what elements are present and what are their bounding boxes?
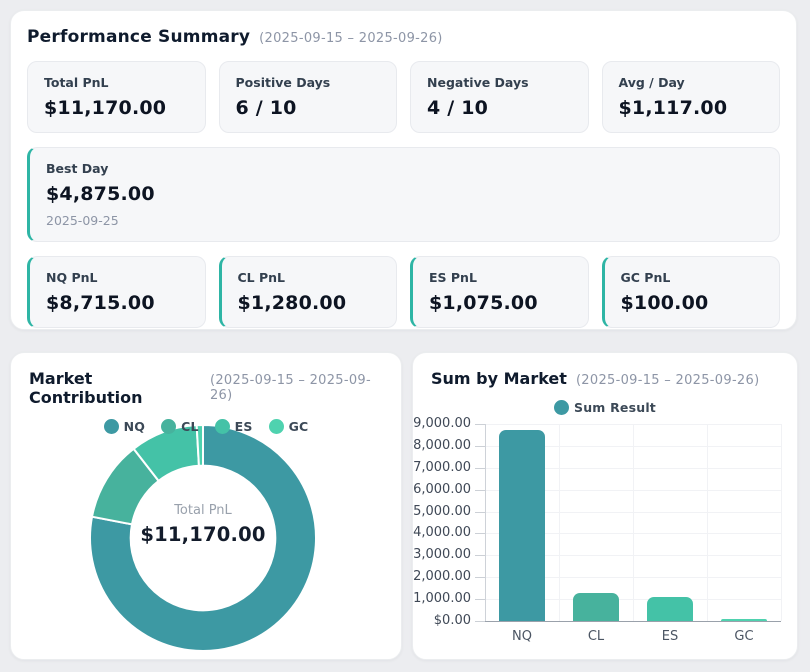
y-axis-line: [485, 424, 486, 621]
stat-tile-negative-days: Negative Days 4 / 10: [410, 61, 589, 133]
market-value: $1,280.00: [237, 292, 347, 314]
legend-item-sum-result[interactable]: Sum Result: [554, 400, 656, 415]
best-day-value: $4,875.00: [46, 183, 155, 205]
market-tile-gc: GC PnL $100.00: [601, 256, 780, 328]
bar-cl[interactable]: [573, 592, 619, 621]
market-value: $100.00: [620, 292, 709, 314]
legend-dot-icon: [214, 419, 230, 434]
market-value: $1,075.00: [429, 292, 538, 314]
section-title: Market Contribution: [29, 369, 143, 407]
x-tick-label: ES: [661, 629, 679, 644]
legend-label: NQ: [123, 419, 146, 434]
page-title: Performance Summary: [27, 27, 251, 47]
section-title: Sum by Market: [431, 369, 567, 388]
legend-dot-icon: [103, 419, 119, 434]
x-tick-label: NQ: [512, 629, 532, 644]
x-tick-label: CL: [587, 629, 605, 644]
category-split-line: [559, 424, 560, 621]
market-tile-cl: CL PnL $1,280.00: [218, 256, 397, 328]
market-tile-nq: NQ PnL $8,715.00: [27, 256, 206, 328]
stat-label: Positive Days: [235, 75, 331, 90]
y-tick-mark: [475, 533, 485, 535]
legend-dot-icon: [554, 400, 569, 415]
summary-stats-row: Total PnL $11,170.00 Positive Days 6 / 1…: [27, 61, 780, 133]
x-axis-line: [485, 621, 781, 622]
sum-by-market-header: Sum by Market (2025-09-15 – 2025-09-26): [413, 353, 797, 388]
stat-value: $1,117.00: [618, 97, 728, 119]
y-tick-label: $0.00: [433, 613, 471, 628]
market-contribution-card: Market Contribution (2025-09-15 – 2025-0…: [10, 352, 402, 660]
best-day-date: 2025-09-25: [46, 213, 119, 228]
stat-tile-positive-days: Positive Days 6 / 10: [218, 61, 397, 133]
date-range: (2025-09-15 – 2025-09-26): [259, 31, 443, 46]
y-tick-mark: [475, 467, 485, 469]
stat-label: Avg / Day: [618, 75, 685, 90]
legend-label: GC: [288, 419, 309, 434]
y-tick-mark: [475, 599, 485, 601]
y-tick-mark: [475, 621, 485, 622]
donut-legend: NQ CL ES GC: [11, 419, 401, 434]
date-range: (2025-09-15 – 2025-09-26): [575, 373, 760, 388]
y-tick-mark: [475, 445, 485, 447]
y-tick-label: $7,000.00: [413, 459, 471, 475]
y-tick-label: $1,000.00: [413, 591, 471, 607]
category-split-line: [633, 424, 634, 621]
best-day-label: Best Day: [46, 161, 109, 176]
category-split-line: [707, 424, 708, 621]
market-contribution-header: Market Contribution (2025-09-15 – 2025-0…: [11, 353, 401, 407]
stat-value: 4 / 10: [427, 97, 489, 119]
y-tick-label: $9,000.00: [413, 416, 471, 431]
y-tick-mark: [475, 489, 485, 491]
performance-summary-card: Performance Summary (2025-09-15 – 2025-0…: [10, 10, 797, 330]
stat-tile-total-pnl: Total PnL $11,170.00: [27, 61, 206, 133]
bar-nq[interactable]: [499, 430, 545, 621]
bar-legend: Sum Result: [413, 400, 797, 415]
stat-value: 6 / 10: [235, 97, 297, 119]
legend-label: ES: [234, 419, 253, 434]
legend-item-nq[interactable]: NQ: [103, 419, 146, 434]
bar-gc[interactable]: [721, 618, 767, 621]
y-tick-label: $5,000.00: [413, 503, 471, 519]
performance-summary-header: Performance Summary (2025-09-15 – 2025-0…: [27, 27, 780, 47]
legend-item-gc[interactable]: GC: [268, 419, 309, 434]
y-tick-mark: [475, 424, 485, 425]
category-split-line: [781, 424, 782, 621]
y-tick-label: $2,000.00: [413, 569, 471, 585]
legend-dot-icon: [161, 419, 177, 434]
market-label: ES PnL: [429, 270, 477, 285]
market-tile-es: ES PnL $1,075.00: [410, 256, 589, 328]
market-label: CL PnL: [237, 270, 286, 285]
donut-slice-nq[interactable]: [89, 423, 317, 652]
market-value: $8,715.00: [46, 292, 155, 314]
donut-chart[interactable]: [11, 353, 402, 660]
legend-label: CL: [181, 419, 199, 434]
stat-label: Total PnL: [44, 75, 109, 90]
y-tick-label: $3,000.00: [413, 547, 471, 563]
market-pnl-row: NQ PnL $8,715.00 CL PnL $1,280.00 ES PnL…: [27, 256, 780, 328]
stat-tile-avg-day: Avg / Day $1,117.00: [601, 61, 780, 133]
donut-slice-gc[interactable]: [195, 423, 204, 467]
y-tick-mark: [475, 555, 485, 557]
legend-dot-icon: [268, 419, 284, 434]
stat-label: Negative Days: [427, 75, 529, 90]
legend-item-es[interactable]: ES: [214, 419, 253, 434]
legend-item-cl[interactable]: CL: [161, 419, 199, 434]
bar-es[interactable]: [647, 597, 693, 621]
date-range: (2025-09-15 – 2025-09-26): [209, 373, 371, 403]
y-tick-label: $4,000.00: [413, 525, 471, 541]
legend-label: Sum Result: [574, 400, 656, 415]
bar-chart[interactable]: $0.00 $1,000.00 $2,000.00 $3,000.00 $4,000.0…: [413, 353, 797, 659]
y-tick-label: $8,000.00: [413, 437, 471, 453]
market-label: NQ PnL: [46, 270, 98, 285]
y-tick-mark: [475, 577, 485, 579]
stat-value: $11,170.00: [44, 97, 167, 119]
y-tick-label: $6,000.00: [413, 481, 471, 497]
sum-by-market-card: Sum by Market (2025-09-15 – 2025-09-26) …: [412, 352, 798, 660]
market-label: GC PnL: [620, 270, 671, 285]
y-tick-mark: [475, 511, 485, 513]
best-day-tile: Best Day $4,875.00 2025-09-25: [27, 147, 780, 242]
x-tick-label: GC: [734, 629, 754, 644]
